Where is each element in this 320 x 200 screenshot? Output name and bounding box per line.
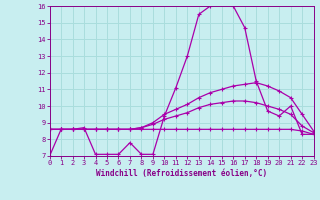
X-axis label: Windchill (Refroidissement éolien,°C): Windchill (Refroidissement éolien,°C) <box>96 169 267 178</box>
